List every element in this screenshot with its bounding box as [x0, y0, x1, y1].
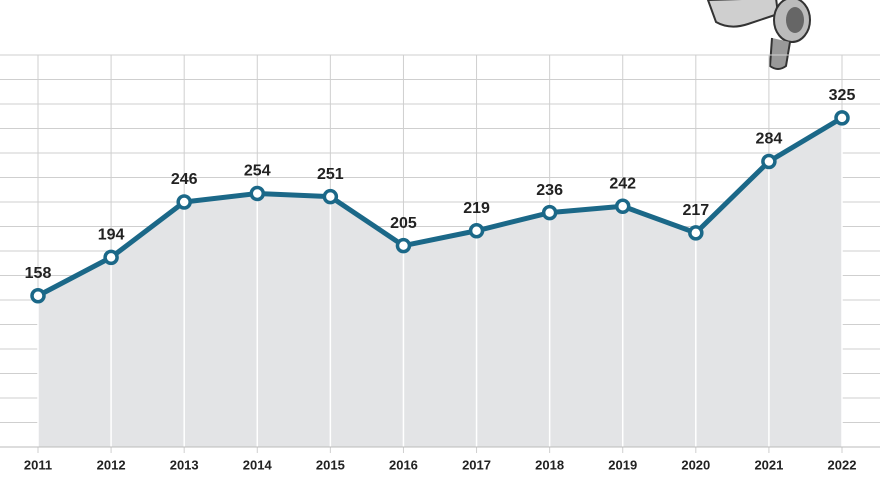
- line: [36, 115, 844, 298]
- x-tick-label: 2016: [389, 457, 418, 472]
- x-tick-label: 2011: [24, 457, 52, 472]
- x-tick-label: 2022: [828, 457, 857, 472]
- data-label: 236: [536, 182, 563, 199]
- data-label: 219: [463, 200, 490, 217]
- data-label: 194: [98, 227, 125, 244]
- x-tick-label: 2015: [316, 457, 345, 472]
- megaphone-icon: [706, 0, 811, 70]
- x-tick-label: 2020: [681, 457, 710, 472]
- data-label: 205: [390, 215, 417, 232]
- point: [103, 249, 119, 266]
- data-label: 217: [682, 202, 709, 219]
- point: [249, 185, 266, 202]
- x-tick-label: 2017: [462, 457, 491, 472]
- point: [834, 110, 850, 126]
- x-tick-label: 2019: [608, 457, 637, 472]
- x-tick-label: 2012: [97, 457, 126, 472]
- area: [38, 117, 842, 447]
- data-label: 325: [829, 87, 856, 104]
- point: [322, 188, 339, 205]
- data-label: 251: [317, 166, 344, 183]
- point: [541, 204, 558, 221]
- x-tick-label: 2018: [535, 457, 564, 472]
- point: [176, 194, 192, 210]
- point: [395, 237, 412, 254]
- point: [614, 198, 631, 215]
- x-tick-label: 2021: [754, 457, 783, 472]
- data-label: 242: [609, 175, 636, 192]
- point: [468, 223, 485, 239]
- data-label: 246: [171, 171, 198, 188]
- x-tick-label: 2014: [243, 457, 273, 472]
- data-label: 158: [25, 265, 52, 282]
- data-label: 284: [756, 131, 783, 148]
- point: [30, 287, 46, 304]
- point: [688, 225, 704, 241]
- point: [761, 153, 777, 170]
- x-tick-label: 2013: [170, 457, 199, 472]
- data-label: 254: [244, 163, 271, 180]
